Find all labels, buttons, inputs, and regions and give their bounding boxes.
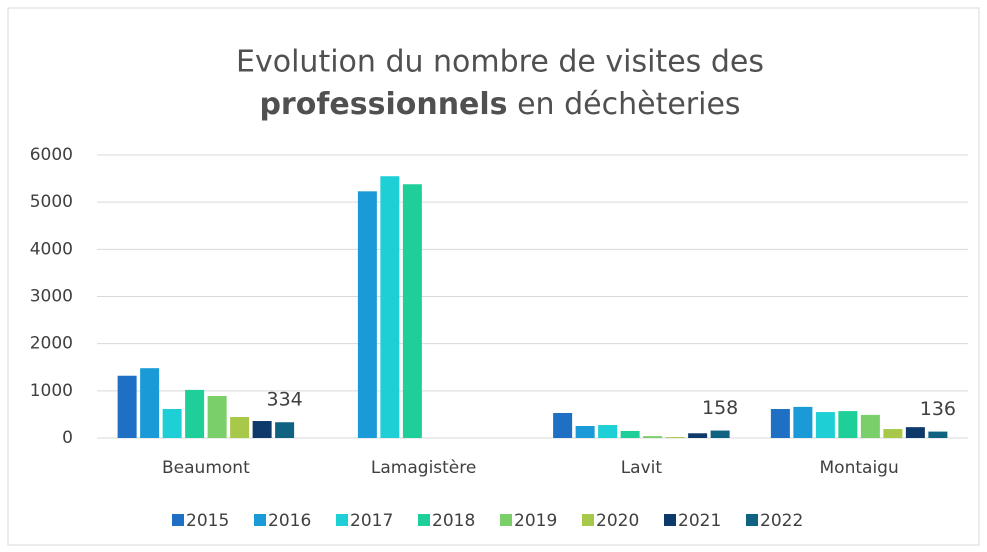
- bar: [380, 176, 400, 438]
- bar: [162, 408, 182, 438]
- y-tick-label: 4000: [30, 239, 73, 259]
- legend-swatch: [664, 514, 676, 526]
- data-label: 136: [920, 398, 956, 420]
- bar: [643, 436, 663, 438]
- legend-label: 2016: [268, 511, 311, 531]
- legend-label: 2022: [760, 511, 803, 531]
- x-tick-label: Beaumont: [162, 458, 250, 478]
- legend-swatch: [746, 514, 758, 526]
- y-tick-label: 5000: [30, 192, 73, 212]
- chart-title-bold: professionnels: [259, 87, 507, 122]
- chart-title: Evolution du nombre de visites des: [236, 45, 764, 80]
- bar: [252, 421, 272, 438]
- bar: [793, 406, 813, 438]
- bar: [402, 184, 422, 438]
- legend-swatch: [500, 514, 512, 526]
- chart-border: [7, 7, 980, 546]
- bar: [140, 368, 160, 438]
- bar: [598, 425, 618, 438]
- legend-swatch: [254, 514, 266, 526]
- bar: [275, 422, 295, 438]
- bar: [928, 431, 948, 438]
- bar: [553, 413, 573, 438]
- bar: [770, 408, 790, 438]
- chart-title-rest: en déchèteries: [517, 87, 740, 122]
- bar: [815, 412, 835, 438]
- bar: [185, 389, 205, 438]
- y-tick-label: 3000: [30, 287, 73, 307]
- legend-label: 2015: [186, 511, 229, 531]
- y-tick-label: 2000: [30, 334, 73, 354]
- legend-swatch: [172, 514, 184, 526]
- bar: [357, 191, 377, 438]
- bar: [688, 433, 708, 438]
- bar: [117, 375, 137, 438]
- legend-label: 2019: [514, 511, 557, 531]
- bar: [230, 417, 250, 438]
- bar: [883, 429, 903, 438]
- bar: [838, 411, 858, 438]
- data-label: 334: [266, 389, 302, 411]
- legend-label: 2020: [596, 511, 639, 531]
- legend-label: 2021: [678, 511, 721, 531]
- bar: [575, 425, 595, 438]
- legend-swatch: [582, 514, 594, 526]
- x-tick-label: Lavit: [621, 458, 663, 478]
- bar: [620, 430, 640, 438]
- bar: [860, 414, 880, 438]
- legend-label: 2017: [350, 511, 393, 531]
- y-tick-label: 0: [62, 428, 73, 448]
- x-tick-label: Montaigu: [820, 458, 899, 478]
- legend-swatch: [418, 514, 430, 526]
- bar: [207, 396, 227, 438]
- y-tick-label: 1000: [30, 381, 73, 401]
- bar: [665, 437, 685, 438]
- chart-title: professionnels en déchèteries: [259, 87, 740, 122]
- x-tick-label: Lamagistère: [371, 458, 476, 478]
- y-tick-label: 6000: [30, 145, 73, 165]
- data-label: 158: [702, 397, 738, 419]
- legend-swatch: [336, 514, 348, 526]
- bar: [905, 427, 925, 438]
- bar: [710, 430, 730, 438]
- legend-label: 2018: [432, 511, 475, 531]
